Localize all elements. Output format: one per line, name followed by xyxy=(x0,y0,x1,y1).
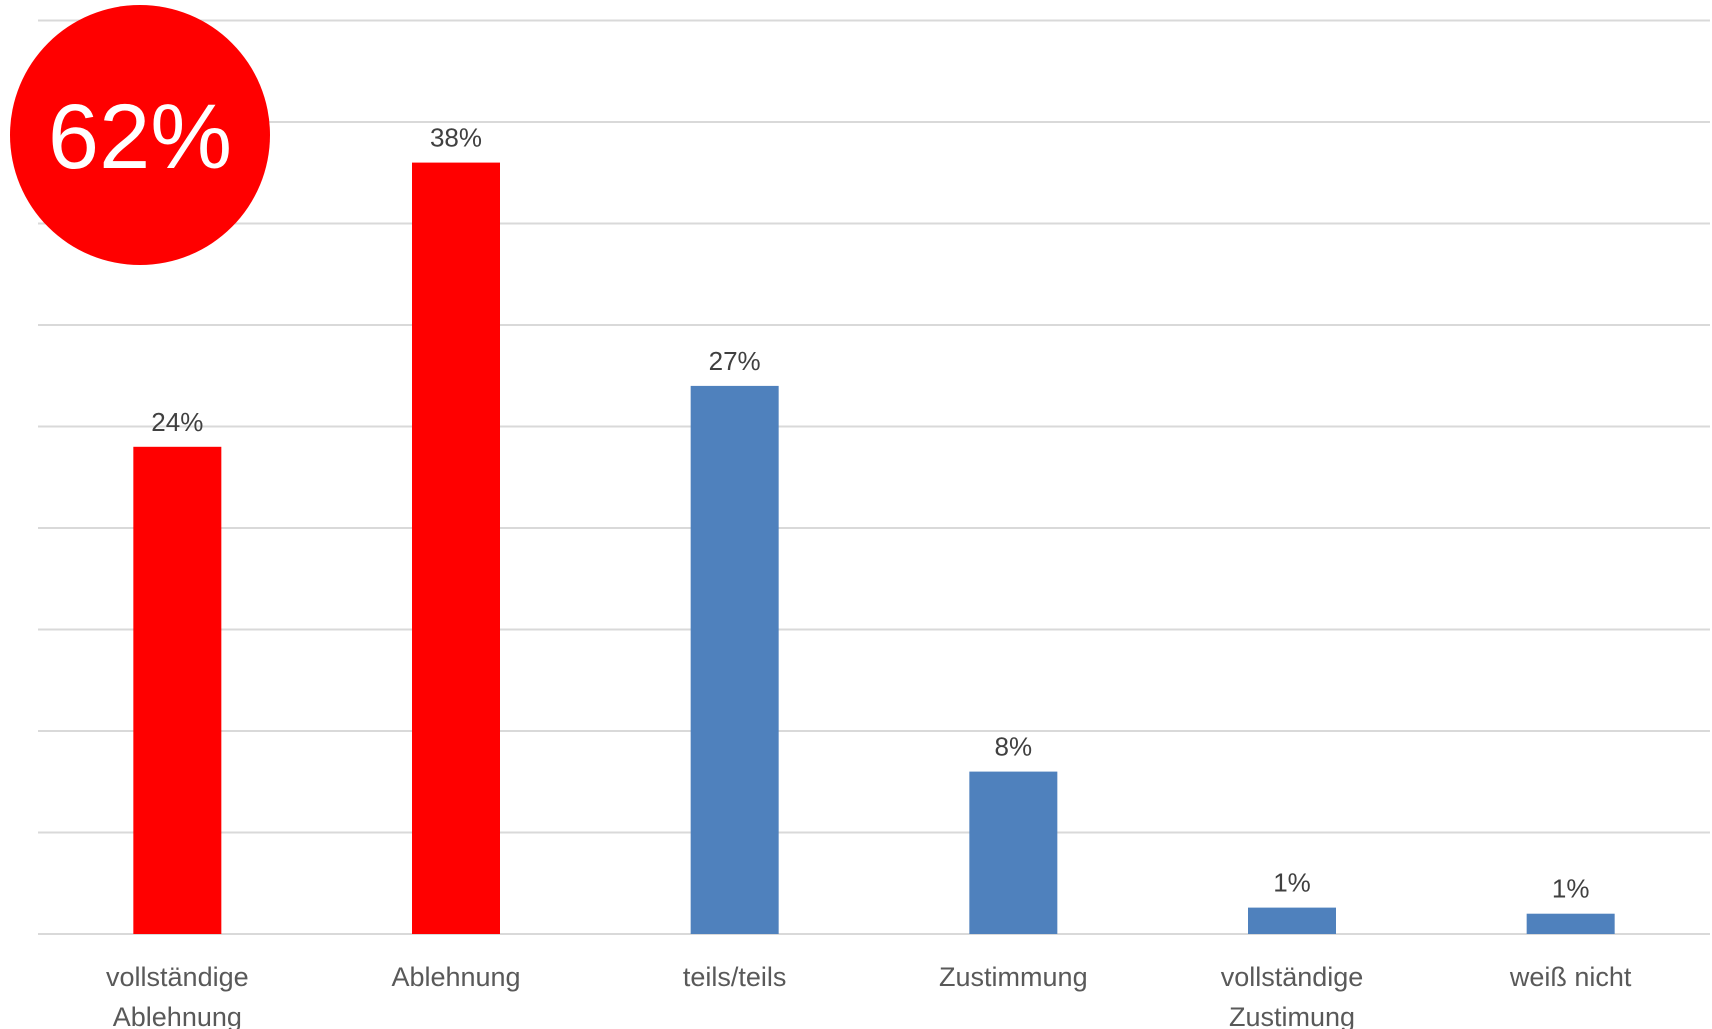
category-label: Zustimmung xyxy=(939,962,1088,992)
gridlines xyxy=(38,19,1710,935)
bar xyxy=(133,446,222,934)
data-label: 1% xyxy=(1552,874,1590,904)
bar xyxy=(1248,907,1336,934)
category-label: vollständige xyxy=(106,962,249,992)
badge-circle xyxy=(10,5,270,265)
bar xyxy=(969,771,1058,934)
category-label: Ablehnung xyxy=(113,1002,242,1029)
bars xyxy=(133,162,1615,935)
data-label: 8% xyxy=(995,732,1033,762)
category-label: Zustimung xyxy=(1229,1002,1355,1029)
category-label: vollständige xyxy=(1221,962,1364,992)
data-label: 38% xyxy=(430,123,482,153)
value-labels: 24% 38% 27% 8% 1% 1% xyxy=(151,123,1589,904)
category-label: teils/teils xyxy=(683,962,787,992)
bar xyxy=(1526,913,1615,934)
category-label: Ablehnung xyxy=(391,962,520,992)
badge-text: 62% xyxy=(48,86,232,188)
bar xyxy=(690,385,779,934)
bar xyxy=(412,162,500,935)
highlight-badge: 62% xyxy=(10,5,270,265)
category-labels: vollständige Ablehnung Ablehnung teils/teil… xyxy=(106,962,1632,1029)
category-label: weiß nicht xyxy=(1509,962,1632,992)
data-label: 27% xyxy=(709,346,761,376)
data-label: 24% xyxy=(151,407,203,437)
data-label: 1% xyxy=(1273,868,1311,898)
